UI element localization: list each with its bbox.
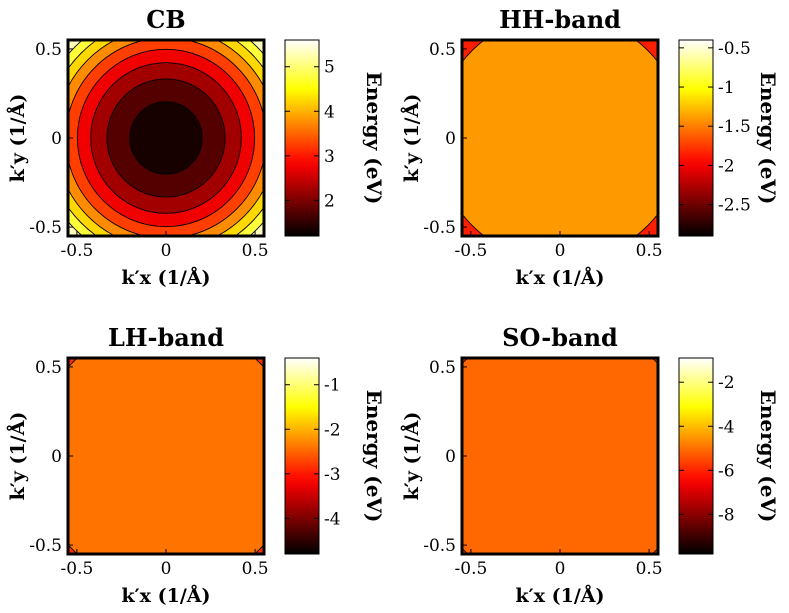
chart-title: HH-band bbox=[499, 5, 621, 34]
colorbar-tick-label: 5 bbox=[324, 58, 335, 78]
contour-band-8 bbox=[129, 101, 203, 175]
y-axis-label: k′y (1/Å) bbox=[6, 412, 29, 501]
chart-panel-3: LH-band -0.5 0 0.5 0.5 0 -0.5 k′x (1/Å) k′y (1/Å… bbox=[6, 323, 386, 607]
x-tick-label: -0.5 bbox=[455, 241, 488, 261]
x-axis-label: k′x (1/Å) bbox=[516, 266, 605, 289]
y-axis-label: k′y (1/Å) bbox=[6, 94, 29, 183]
plot-area bbox=[68, 358, 264, 554]
y-tick-label: -0.5 bbox=[423, 536, 456, 556]
colorbar-tick-label: -2.5 bbox=[718, 196, 751, 216]
chart-title: CB bbox=[146, 5, 185, 34]
colorbar-tick-label: -1 bbox=[718, 78, 735, 98]
chart-panel-1: CB -0.5 0 0.5 0.5 0 -0.5 k′x (1/Å) k′y (1/Å) 5 4 3 2… bbox=[6, 5, 386, 289]
colorbar-label: Energy (eV) bbox=[362, 72, 386, 205]
x-tick-label: 0.5 bbox=[242, 559, 269, 579]
x-tick-label: 0.5 bbox=[636, 559, 663, 579]
colorbar-tick-label: -2 bbox=[718, 373, 735, 393]
colorbar bbox=[284, 357, 320, 555]
chart-title: SO-band bbox=[502, 323, 618, 352]
y-tick-label: 0.5 bbox=[429, 358, 456, 378]
colorbar-label: Energy (eV) bbox=[756, 72, 780, 205]
colorbar-tick-label: 2 bbox=[324, 191, 335, 211]
y-tick-label: 0 bbox=[445, 129, 456, 149]
x-axis-label: k′x (1/Å) bbox=[516, 584, 605, 607]
x-tick-label: -0.5 bbox=[455, 559, 488, 579]
colorbar-tick-label: -2 bbox=[324, 420, 341, 440]
x-tick-label: 0 bbox=[555, 241, 566, 261]
y-tick-label: -0.5 bbox=[29, 536, 62, 556]
colorbar bbox=[284, 39, 320, 237]
colorbar bbox=[678, 357, 714, 555]
colorbar-label: Energy (eV) bbox=[362, 390, 386, 523]
x-tick-label: 0.5 bbox=[636, 241, 663, 261]
colorbar-tick-label: -3 bbox=[324, 465, 341, 485]
y-tick-label: -0.5 bbox=[29, 218, 62, 238]
chart-title: LH-band bbox=[108, 323, 224, 352]
y-tick-label: 0.5 bbox=[35, 40, 62, 60]
y-tick-label: -0.5 bbox=[423, 218, 456, 238]
plot-area bbox=[462, 40, 658, 236]
y-tick-label: 0 bbox=[51, 447, 62, 467]
plot-area bbox=[68, 40, 264, 236]
x-tick-label: 0 bbox=[161, 559, 172, 579]
colorbar-tick-label: -1.5 bbox=[718, 117, 751, 137]
colorbar-tick-label: -4 bbox=[718, 417, 735, 437]
y-tick-label: 0 bbox=[445, 447, 456, 467]
y-axis-label: k′y (1/Å) bbox=[400, 94, 423, 183]
colorbar-tick-label: -0.5 bbox=[718, 39, 751, 59]
colorbar-label: Energy (eV) bbox=[756, 390, 780, 523]
contour-band-4 bbox=[462, 40, 658, 236]
x-axis-label: k′x (1/Å) bbox=[122, 584, 211, 607]
y-tick-label: 0.5 bbox=[429, 40, 456, 60]
colorbar-tick-label: 4 bbox=[324, 102, 335, 122]
y-tick-label: 0 bbox=[51, 129, 62, 149]
y-tick-label: 0.5 bbox=[35, 358, 62, 378]
contour-band-9 bbox=[462, 358, 658, 554]
y-axis-label: k′y (1/Å) bbox=[400, 412, 423, 501]
colorbar-tick-label: -8 bbox=[718, 505, 735, 525]
colorbar-tick-label: -4 bbox=[324, 509, 341, 529]
x-tick-label: -0.5 bbox=[61, 241, 94, 261]
plot-area bbox=[462, 358, 658, 554]
colorbar-tick-label: -6 bbox=[718, 461, 735, 481]
x-axis-label: k′x (1/Å) bbox=[122, 266, 211, 289]
chart-panel-4: SO-band -0.5 0 0.5 0.5 0 -0.5 k′x (1/Å) k′y (1/Å… bbox=[400, 323, 780, 607]
chart-panel-2: HH-band -0.5 0 0.5 0.5 0 -0.5 k′x (1/Å) k′y (1/Å… bbox=[400, 5, 780, 289]
colorbar bbox=[678, 39, 714, 237]
x-tick-label: 0.5 bbox=[242, 241, 269, 261]
colorbar-tick-label: -1 bbox=[324, 376, 341, 396]
colorbar-tick-label: -2 bbox=[718, 156, 735, 176]
x-tick-label: 0 bbox=[555, 559, 566, 579]
colorbar-tick-label: 3 bbox=[324, 147, 335, 167]
x-tick-label: 0 bbox=[161, 241, 172, 261]
contour-band-8 bbox=[68, 358, 264, 554]
x-tick-label: -0.5 bbox=[61, 559, 94, 579]
